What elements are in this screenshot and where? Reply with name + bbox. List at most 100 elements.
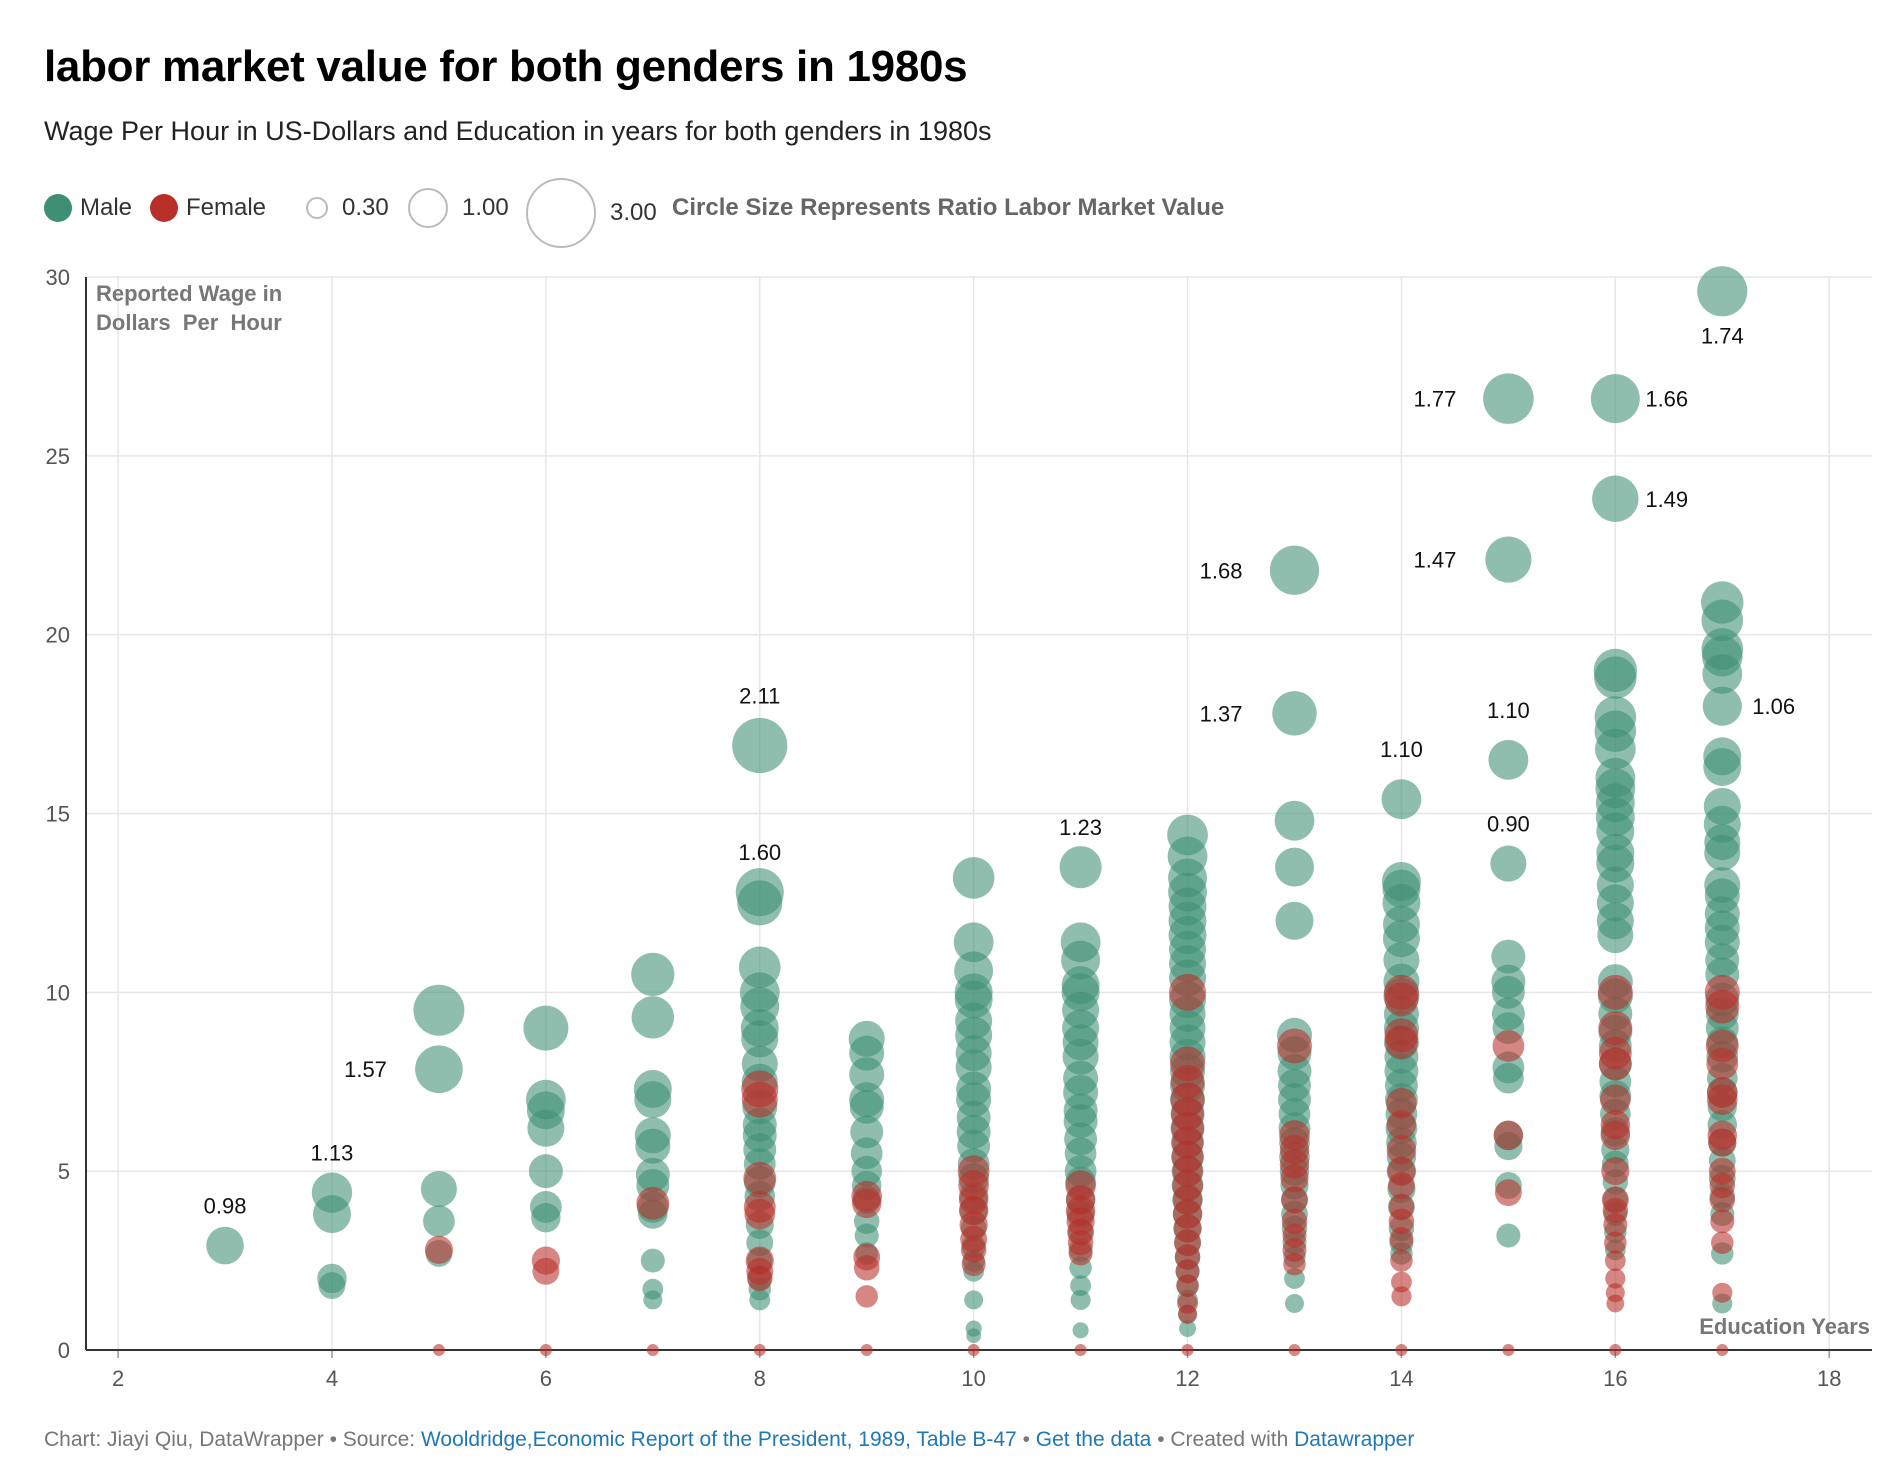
female-point <box>1598 1011 1633 1046</box>
male-point <box>1597 917 1634 954</box>
x-tick-label: 16 <box>1603 1366 1627 1391</box>
female-point <box>851 1188 882 1219</box>
female-point <box>1711 1231 1734 1254</box>
label-layer: 0.98 1.13 1.57 2.11 1.60 1.23 1.68 1.37 1.10 1.77… <box>204 323 1795 1218</box>
size-large-circle-icon <box>526 178 596 248</box>
female-point <box>967 1343 980 1357</box>
data-label: 1.68 <box>1200 558 1243 583</box>
male-point <box>952 857 995 899</box>
male-point <box>1070 1289 1091 1310</box>
female-point <box>1288 1343 1301 1357</box>
male-point <box>634 1081 672 1119</box>
female-point <box>1384 982 1419 1017</box>
male-point <box>528 1154 563 1189</box>
male-swatch-icon <box>44 194 72 222</box>
female-point <box>743 1161 777 1195</box>
y-tick-label: 30 <box>46 265 70 290</box>
female-point <box>855 1285 878 1308</box>
male-point <box>631 952 675 997</box>
male-point <box>1594 728 1636 770</box>
female-point <box>1709 1187 1736 1213</box>
legend-size-large-label: 3.00 <box>610 199 657 226</box>
female-point <box>860 1343 873 1357</box>
female-point <box>1391 1286 1412 1307</box>
female-point <box>853 1254 880 1281</box>
female-point <box>1716 1343 1729 1357</box>
female-point <box>1705 989 1740 1024</box>
female-point <box>1391 1271 1412 1293</box>
male-point <box>523 1005 569 1051</box>
legend: Male Female 0.30 1.00 3.00 Circle Size R… <box>44 178 1444 268</box>
male-point <box>1488 739 1529 780</box>
male-point <box>732 717 788 774</box>
x-tick-label: 10 <box>961 1366 985 1391</box>
male-point <box>1179 1320 1197 1338</box>
datawrapper-link[interactable]: Datawrapper <box>1294 1428 1415 1451</box>
chart-title: labor market value for both genders in 1… <box>44 42 968 91</box>
male-point <box>966 1328 982 1344</box>
male-point <box>206 1226 244 1265</box>
female-point <box>1502 1343 1515 1357</box>
male-point <box>1070 1275 1092 1297</box>
y-tick-label: 5 <box>58 1159 70 1184</box>
male-point <box>1697 266 1748 317</box>
female-point <box>1600 1084 1631 1115</box>
female-point <box>1386 1134 1417 1165</box>
female-point <box>1604 1231 1627 1254</box>
source-prefix: • Source: <box>329 1428 416 1451</box>
male-point <box>1274 800 1315 841</box>
legend-female[interactable]: Female <box>150 194 266 222</box>
data-label: 1.37 <box>1200 701 1243 726</box>
male-point <box>1590 374 1640 424</box>
female-point <box>1176 1274 1199 1297</box>
x-tick-label: 14 <box>1389 1366 1413 1391</box>
male-point <box>415 1045 463 1094</box>
female-point <box>1710 1209 1735 1234</box>
male-point <box>1703 748 1742 787</box>
x-axis-label: Education Years <box>1699 1314 1870 1339</box>
female-point <box>747 1265 773 1292</box>
female-point <box>424 1235 454 1264</box>
legend-size-small-label: 0.30 <box>342 194 389 221</box>
female-point <box>1606 1294 1625 1313</box>
male-point <box>1269 545 1320 595</box>
female-swatch-icon <box>150 194 178 222</box>
male-point <box>964 1290 984 1310</box>
male-point <box>1496 1223 1521 1248</box>
source-link[interactable]: Wooldridge,Economic Report of the Presid… <box>420 1428 1017 1451</box>
female-point <box>646 1343 659 1357</box>
get-data-link[interactable]: Get the data <box>1035 1428 1152 1451</box>
male-point <box>749 1289 771 1311</box>
female-point <box>1178 1304 1198 1324</box>
y-tick-label: 15 <box>46 802 70 827</box>
data-label: 1.66 <box>1645 387 1688 412</box>
data-label: 1.10 <box>1487 698 1530 723</box>
male-point <box>318 1272 346 1300</box>
chart-credit: Chart: Jiayi Qiu, DataWrapper <box>44 1428 324 1451</box>
female-point <box>753 1343 766 1357</box>
female-point <box>961 1252 986 1277</box>
female-point <box>1712 1282 1733 1303</box>
female-point <box>1395 1343 1408 1357</box>
male-point <box>527 1109 565 1147</box>
female-point <box>1706 1084 1738 1115</box>
female-point <box>1068 1241 1093 1266</box>
legend-size-large: 3.00 <box>526 178 657 248</box>
male-point <box>1272 691 1317 736</box>
y-tick-label: 10 <box>46 980 70 1005</box>
legend-size-mid-label: 1.00 <box>462 194 509 221</box>
female-point <box>1494 1179 1522 1207</box>
x-tick-label: 12 <box>1175 1366 1199 1391</box>
data-label: 1.47 <box>1414 548 1457 573</box>
female-point <box>1600 1120 1631 1151</box>
female-point <box>1603 1212 1628 1237</box>
female-point <box>1276 1028 1313 1064</box>
male-point <box>1284 1294 1304 1314</box>
data-label: 1.49 <box>1645 487 1688 512</box>
legend-male[interactable]: Male <box>44 194 132 222</box>
male-point <box>1594 656 1637 699</box>
legend-size-mid: 1.00 <box>408 188 509 228</box>
male-point <box>1485 536 1532 583</box>
female-point <box>1604 1250 1626 1271</box>
male-point <box>854 1223 879 1248</box>
